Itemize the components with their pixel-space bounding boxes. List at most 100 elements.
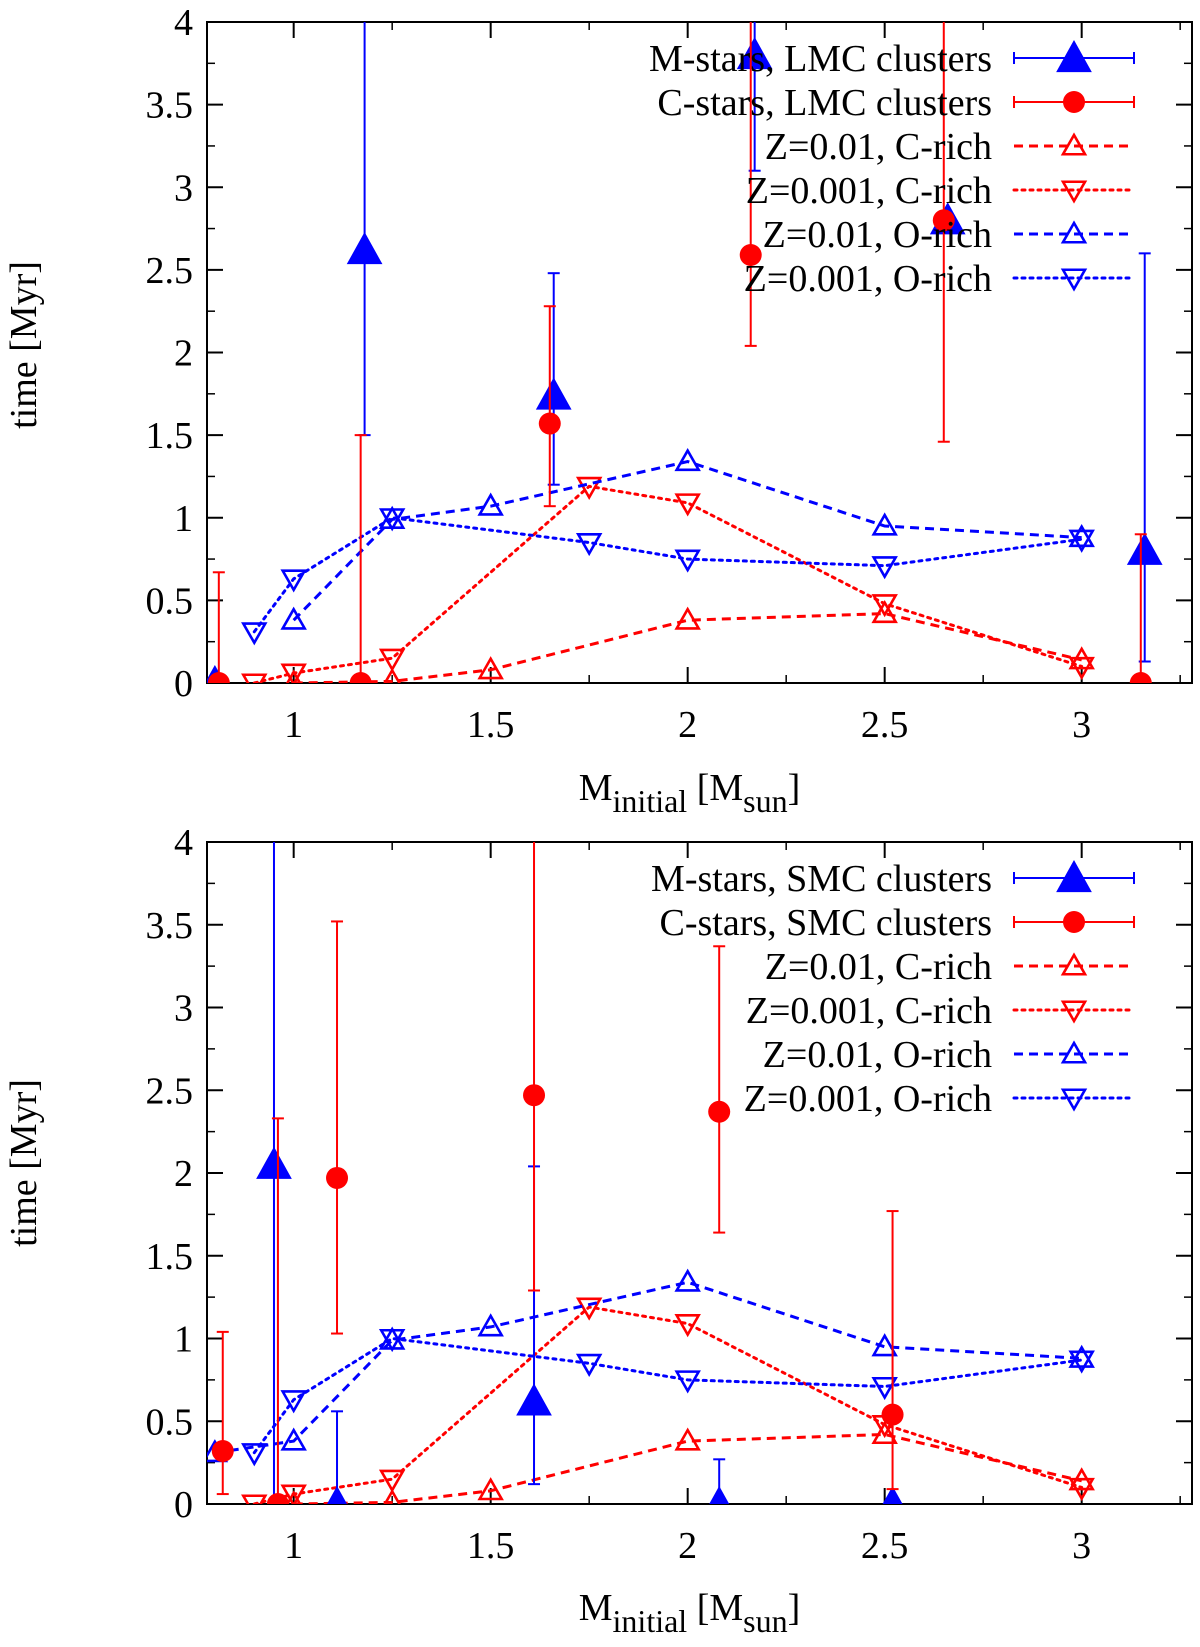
data-point (575, 476, 603, 500)
series-line (214, 1280, 1082, 1455)
legend-marker (1056, 859, 1092, 893)
data-point (674, 1314, 701, 1338)
x-tick-label: 2.5 (861, 1525, 909, 1567)
data-point (1068, 1344, 1095, 1368)
y-tick-label: 0 (174, 663, 193, 705)
x-tick-label: 3 (1072, 1525, 1091, 1567)
x-tick-label: 1 (284, 704, 303, 746)
legend-label: Z=0.01, C-rich (765, 126, 992, 168)
y-tick-label: 1 (174, 498, 193, 540)
y-tick-label: 2.5 (146, 1070, 194, 1112)
data-point (378, 508, 406, 532)
x-tick-label: 3 (1072, 704, 1091, 746)
series-line (293, 612, 1083, 683)
x-axis-label-main: M (579, 1587, 613, 1629)
x-tick-label: 1.5 (467, 1525, 515, 1567)
data-point (241, 673, 268, 683)
y-tick-label: 2 (174, 1153, 193, 1195)
x-axis-label-sub2: sun (743, 1603, 787, 1639)
x-tick-label: 1 (284, 1525, 303, 1567)
legend-marker (1060, 132, 1088, 156)
y-axis-label: time [Myr] (3, 1079, 45, 1247)
legend-label: Z=0.001, O-rich (744, 258, 992, 300)
data-point (1068, 1477, 1095, 1502)
legend-marker (1060, 180, 1088, 204)
y-tick-label: 1.5 (146, 1236, 194, 1278)
x-axis-label: Minitial [Msun] (579, 767, 801, 819)
data-point (674, 1370, 701, 1394)
y-axis-label: time [Myr] (3, 261, 45, 429)
data-point (211, 1440, 234, 1463)
x-axis-label-open: [M (687, 1587, 743, 1629)
legend-marker (1063, 91, 1085, 113)
x-tick-label: 2 (678, 704, 697, 746)
data-point (241, 1443, 268, 1467)
data-point (280, 663, 307, 683)
y-tick-label: 3 (174, 167, 193, 209)
data-point (871, 1420, 898, 1445)
data-point (739, 244, 762, 267)
data-point (477, 1313, 504, 1337)
data-point (266, 1493, 289, 1504)
legend-marker (1060, 220, 1088, 244)
data-point (535, 377, 572, 410)
y-tick-label: 0 (174, 1484, 193, 1526)
data-point (674, 447, 701, 472)
data-point (871, 594, 898, 618)
chart-panel-top: 0 0.5 1 1.5 2 2.5 3 3.5 4 1 1.5 2 2.5 3 time [Myr] Mini… (3, 2, 1193, 819)
legend-marker (1063, 911, 1085, 933)
series-z-0-001-c-rich (241, 476, 1095, 683)
x-axis-label-close: ] (788, 1587, 801, 1629)
x-axis-label-close: ] (788, 767, 801, 809)
data-point (280, 1484, 307, 1504)
series-line (252, 484, 1084, 683)
series-z-0-001-o-rich (241, 1328, 1095, 1467)
chart-panel-bottom: 0 0.5 1 1.5 2 2.5 3 3.5 4 1 1.5 2 2.5 3 time [Myr] Mini… (3, 822, 1193, 1639)
data-point (349, 672, 372, 683)
data-point (882, 1485, 903, 1504)
data-point (871, 599, 898, 624)
data-point (256, 1146, 292, 1179)
series-z-0-001-o-rich (241, 508, 1095, 646)
data-point (1068, 529, 1095, 553)
data-point (1068, 523, 1095, 548)
data-point (674, 1268, 701, 1292)
y-tick-label: 2.5 (146, 250, 194, 292)
series-c-stars-smc-clusters (211, 842, 904, 1504)
x-axis-label-sub: initial (613, 783, 688, 819)
data-point (280, 606, 307, 630)
data-point (477, 1477, 504, 1501)
data-point (871, 1376, 898, 1401)
data-point (575, 1353, 603, 1377)
data-point (932, 209, 955, 232)
data-point (575, 1297, 603, 1321)
data-point (538, 412, 561, 435)
data-point (674, 1427, 701, 1451)
plot-area (207, 842, 1095, 1504)
x-tick-label: 2.5 (861, 704, 909, 746)
legend-label: C-stars, LMC clusters (657, 82, 992, 124)
series-z-0-01-o-rich (280, 447, 1095, 630)
data-point (285, 669, 302, 683)
y-tick-label: 1.5 (146, 415, 194, 457)
y-tick-label: 3.5 (146, 905, 194, 947)
data-point (1068, 656, 1095, 681)
x-axis-label-sub: initial (613, 1603, 688, 1639)
data-point (1068, 1350, 1095, 1374)
data-point (1126, 532, 1163, 565)
data-point (378, 1328, 406, 1353)
legend-label: Z=0.001, C-rich (746, 990, 992, 1032)
data-point (383, 667, 401, 683)
data-point (516, 1383, 552, 1416)
x-axis-label-sub2: sun (743, 783, 787, 819)
series-line (252, 516, 1084, 634)
y-tick-label: 3 (174, 988, 193, 1030)
data-point (871, 556, 898, 580)
series-z-0-001-c-rich (241, 1297, 1095, 1504)
legend-label: Z=0.01, O-rich (763, 214, 992, 256)
data-point (378, 1469, 406, 1493)
data-point (280, 1390, 307, 1414)
